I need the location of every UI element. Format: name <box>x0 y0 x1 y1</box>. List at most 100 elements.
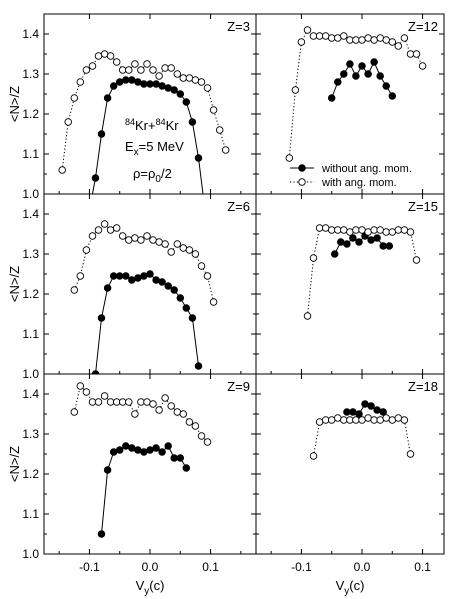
panel-3-series-0-point-12 <box>164 282 172 290</box>
panel-1-series-0-point-3 <box>103 94 112 102</box>
panel-3-series-1-point-15 <box>161 240 169 248</box>
panel-3-series-0-point-17 <box>194 362 203 370</box>
panel-1-series-1-point-5 <box>88 62 97 70</box>
panel-2-series-0-point-7 <box>370 58 378 66</box>
panel-4-series-1-point-11 <box>370 226 378 234</box>
panel-6-series-1-point-7 <box>352 416 360 424</box>
legend-label-with: with ang. mom. <box>321 177 397 189</box>
panel-1-series-0-point-14 <box>170 86 178 94</box>
panel-3-series <box>70 220 218 374</box>
panel-4-series-1-point-15 <box>394 226 403 234</box>
panel-1-label: Z=3 <box>227 19 250 34</box>
panel-5-series-1-point-16 <box>167 402 175 410</box>
panel-3-series-1-point-8 <box>118 232 127 240</box>
panel-3-series-0-point-13 <box>170 286 178 294</box>
panel-3-series-1-point-6 <box>106 226 115 234</box>
panel-1-series-1-point-27 <box>221 146 230 154</box>
panel-5-series-1-point-14 <box>155 406 163 414</box>
panel-2-series-1-point-17 <box>388 38 397 46</box>
legend: without ang. mom. with ang. mom. <box>290 163 412 189</box>
panel-1-series-1-point-4 <box>82 66 91 74</box>
panel-5-ytick-label-3: 1.3 <box>22 427 39 441</box>
panel-5-series <box>70 382 212 538</box>
panel-3-ytick-label-4: 1.4 <box>22 207 39 221</box>
panel-1-ytick-label-4: 1.4 <box>22 27 39 41</box>
panel-6-series-0-point-2 <box>355 410 363 418</box>
panel-3-series-1-point-16 <box>167 248 175 256</box>
panel-4-series-0-point-0 <box>330 250 339 258</box>
panel-1-series-0-point-4 <box>109 82 118 90</box>
panel-1-ytick-label-2: 1.2 <box>22 107 39 121</box>
panel-5-series-0-point-5 <box>128 444 136 452</box>
panel-1-series-1-point-12 <box>131 60 139 68</box>
panel-2-series-0-point-9 <box>382 82 390 90</box>
panel-6-label: Z=18 <box>408 379 438 394</box>
panel-1-frame <box>43 13 257 195</box>
panel-3-series-1-point-23 <box>209 298 218 306</box>
panel-5-series-0-point-10 <box>158 448 166 456</box>
legend-label-without: without ang. mom. <box>321 163 412 175</box>
panel-1-series-0-point-16 <box>182 98 191 106</box>
panel-2-series-1-point-9 <box>340 32 348 40</box>
panel-5-ytick-label-0: 1.0 <box>22 547 39 561</box>
panel-5-series-1-point-1 <box>76 382 85 390</box>
panel-5-series-0-point-12 <box>170 454 178 462</box>
panel-3-series-1-point-2 <box>82 246 91 254</box>
panel-1-series-1-point-26 <box>215 126 224 134</box>
axes-layer: 1.0 1.1 1.2 1.3 1.4 Z=3 Z=12 1.0 1.1 1.2 1.3 1.4 Z=6… <box>22 13 445 574</box>
panel-6-series-0-point-6 <box>379 408 387 416</box>
panel-1-series-0-point-2 <box>97 130 106 138</box>
panel-3-series-1-point-22 <box>203 272 212 280</box>
panel-1-series-0-point-18 <box>194 154 203 162</box>
panel-3-series-1-point-4 <box>94 226 103 234</box>
panel-2-series-1-point-22 <box>418 62 427 70</box>
panel-3-series-0-point-15 <box>182 304 191 312</box>
panel-4-series-0-point-3 <box>349 234 357 242</box>
panel-3-series-0-point-5 <box>122 272 130 280</box>
panel-5-series-1-point-18 <box>179 410 188 418</box>
panel-6-series-1-point-10 <box>370 416 378 424</box>
panel-5-series-1-point-6 <box>106 398 115 406</box>
panel-3-ytick-label-0: 1.0 <box>22 367 39 381</box>
panel-1-series-0-point-10 <box>146 80 154 88</box>
panel-4-series-1-point-6 <box>340 226 348 234</box>
panel-5-label: Z=9 <box>227 379 250 394</box>
panel-4-series-0-point-7 <box>373 234 381 242</box>
panel-5-xtick-label-2: 0.1 <box>202 560 219 574</box>
panel-3-series-0-point-4 <box>115 272 124 280</box>
panel-1-ytick-label-0: 1.0 <box>22 187 39 201</box>
panel-5-series-1-point-21 <box>197 432 206 440</box>
panel-4-series-1-point-0 <box>303 312 312 320</box>
panel-2-series-1-point-3 <box>303 26 312 34</box>
panel-4-series-1-point-4 <box>327 226 336 234</box>
panel-2-series-0-point-4 <box>352 72 360 80</box>
panel-3-label: Z=6 <box>227 199 250 214</box>
panel-4-series-1-point-1 <box>309 254 318 262</box>
panel-2-series-1-point-2 <box>297 38 306 46</box>
panel-2-series-1-point-19 <box>400 34 409 42</box>
panel-1-series-1-point-15 <box>149 66 157 74</box>
panel-4-series-1-point-16 <box>400 226 409 234</box>
panel-6-series-1-point-1 <box>315 418 324 426</box>
panel-6-series-0-point-3 <box>361 400 369 408</box>
legend-marker-with <box>298 178 306 186</box>
panel-1-series-1-point-19 <box>173 70 182 78</box>
panel-2-series-0-point-3 <box>346 60 354 68</box>
panel-6-series-1-point-12 <box>382 414 390 422</box>
panel-1-ytick-label-3: 1.3 <box>22 67 39 81</box>
panel-2-series-0-point-2 <box>340 70 348 78</box>
panel-5-ytick-label-1: 1.1 <box>22 507 39 521</box>
panel-3-series-1-point-5 <box>100 220 109 228</box>
panel-3-series-0-point-0 <box>91 370 100 374</box>
panel-6-series-0-point-1 <box>349 408 357 416</box>
panel-1-series-1-point-22 <box>191 76 200 84</box>
panel-4-series-0-point-8 <box>379 242 387 250</box>
panel-4-series-1-point-9 <box>358 226 366 234</box>
panel-6-series-1-point-8 <box>358 416 366 424</box>
panel-6-xtick-label-0: -0.1 <box>291 560 312 574</box>
panel-6-axes: -0.1 0.0 0.1 Z=18 <box>255 373 445 574</box>
panel-4-series-1-point-17 <box>406 228 415 236</box>
panel-3-frame <box>43 193 257 375</box>
panel-2-series-0-point-6 <box>364 70 372 78</box>
panel-3-ytick-label-2: 1.2 <box>22 287 39 301</box>
